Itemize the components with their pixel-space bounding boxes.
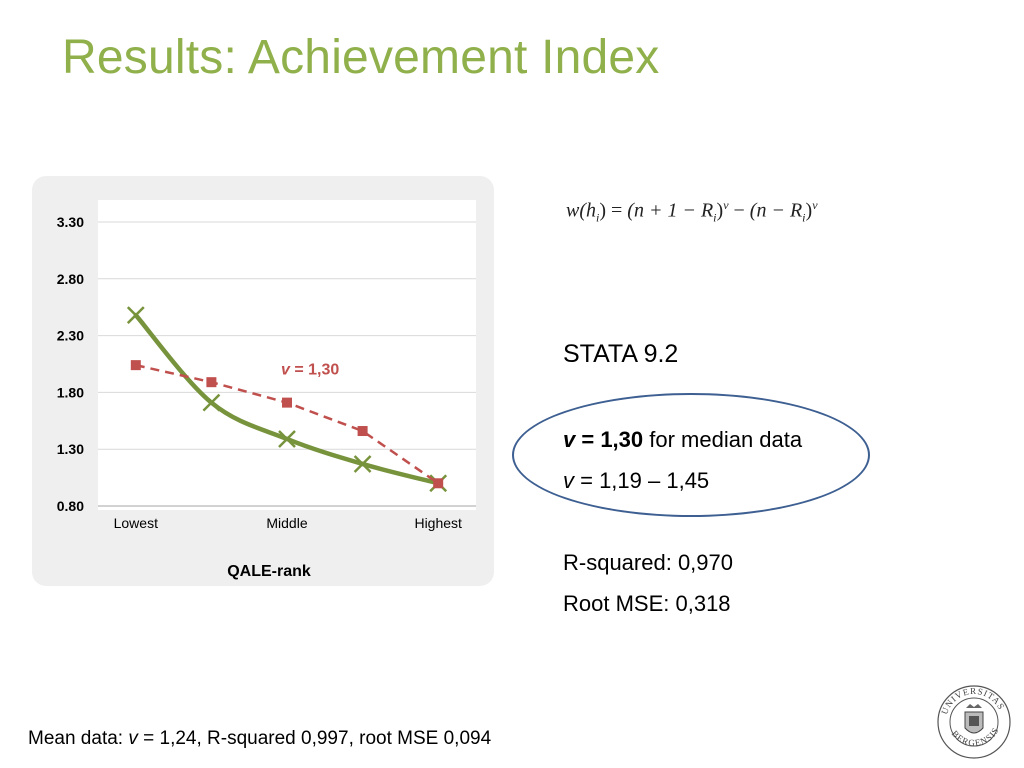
y-tick-label: 2.80: [57, 271, 84, 287]
x-axis-label: QALE-rank: [227, 563, 311, 580]
x-tick-label: Lowest: [114, 515, 158, 531]
highlight-ellipse: [512, 393, 870, 517]
plot-area: [98, 200, 476, 510]
stata-version: STATA 9.2: [563, 340, 679, 368]
data-point-x-marker: [202, 393, 221, 412]
y-tick-label: 3.30: [57, 214, 84, 230]
gridlines: [98, 221, 476, 507]
formula-exp2: v: [812, 198, 818, 212]
r-squared-text: R-squared: 0,970: [563, 550, 733, 575]
median-v-value: = 1,30: [575, 427, 644, 452]
annotation-v: v: [281, 362, 291, 379]
x-tick-labels: Lowest Middle Highest: [114, 515, 462, 531]
data-point-square-marker: [206, 377, 217, 388]
y-tick-label: 0.80: [57, 498, 84, 514]
formula-lhs: w(h: [566, 199, 596, 222]
v-range-line: v = 1,19 – 1,45: [563, 468, 709, 494]
weight-formula: w(hi) = (n + 1 − Ri)v − (n − Ri)v: [566, 198, 818, 225]
chart-panel: 3.30 2.80 2.30 1.80 1.30 0.80 Lowest Middle Hig…: [32, 176, 494, 586]
y-tick-label: 2.30: [57, 328, 84, 344]
median-v-line: v = 1,30 for median data: [563, 427, 802, 453]
series: [126, 306, 448, 493]
footer-prefix: Mean data:: [28, 728, 129, 749]
v-range-value: = 1,19 – 1,45: [574, 468, 710, 493]
formula-equals: =: [611, 199, 623, 222]
formula-term2: (n − R: [749, 199, 803, 222]
data-point-x-marker: [126, 306, 145, 325]
y-tick-label: 1.30: [57, 441, 84, 457]
footer-v: v: [128, 728, 138, 749]
data-point-square-marker: [357, 426, 368, 437]
footer-rest: = 1,24, R-squared 0,997, root MSE 0,094: [137, 728, 492, 749]
root-mse-text: Root MSE: 0,318: [563, 591, 731, 616]
v-annotation: v = 1,30: [281, 362, 339, 379]
slide-title: Results: Achievement Index: [62, 31, 660, 84]
formula-lhs-sub: i: [596, 210, 600, 225]
y-tick-label: 1.80: [57, 384, 84, 400]
annotation-value: = 1,30: [290, 362, 339, 379]
data-point-square-marker: [130, 360, 141, 371]
median-v-symbol: v: [563, 427, 576, 452]
series-line-0: [133, 312, 441, 486]
v-range-symbol: v: [563, 468, 574, 493]
data-point-x-marker: [353, 455, 372, 473]
x-tick-label: Middle: [266, 515, 307, 531]
formula-minus: −: [733, 199, 745, 222]
university-seal-logo: UNIVERSITAS BERGENSIS: [937, 685, 1011, 759]
formula-term1: (n + 1 − R: [627, 199, 714, 222]
x-tick-label: Highest: [414, 515, 462, 531]
footer-mean-data: Mean data: v = 1,24, R-squared 0,997, ro…: [28, 728, 491, 750]
y-tick-labels: 3.30 2.80 2.30 1.80 1.30 0.80: [57, 214, 84, 514]
svg-text:UNIVERSITAS: UNIVERSITAS: [939, 686, 1007, 716]
formula-exp1: v: [723, 198, 729, 212]
median-v-rest: for median data: [643, 427, 803, 452]
data-point-square-marker: [433, 478, 444, 489]
data-point-x-marker: [278, 430, 296, 448]
achievement-index-chart: 3.30 2.80 2.30 1.80 1.30 0.80 Lowest Middle Hig…: [57, 200, 476, 580]
data-point-square-marker: [282, 397, 292, 408]
